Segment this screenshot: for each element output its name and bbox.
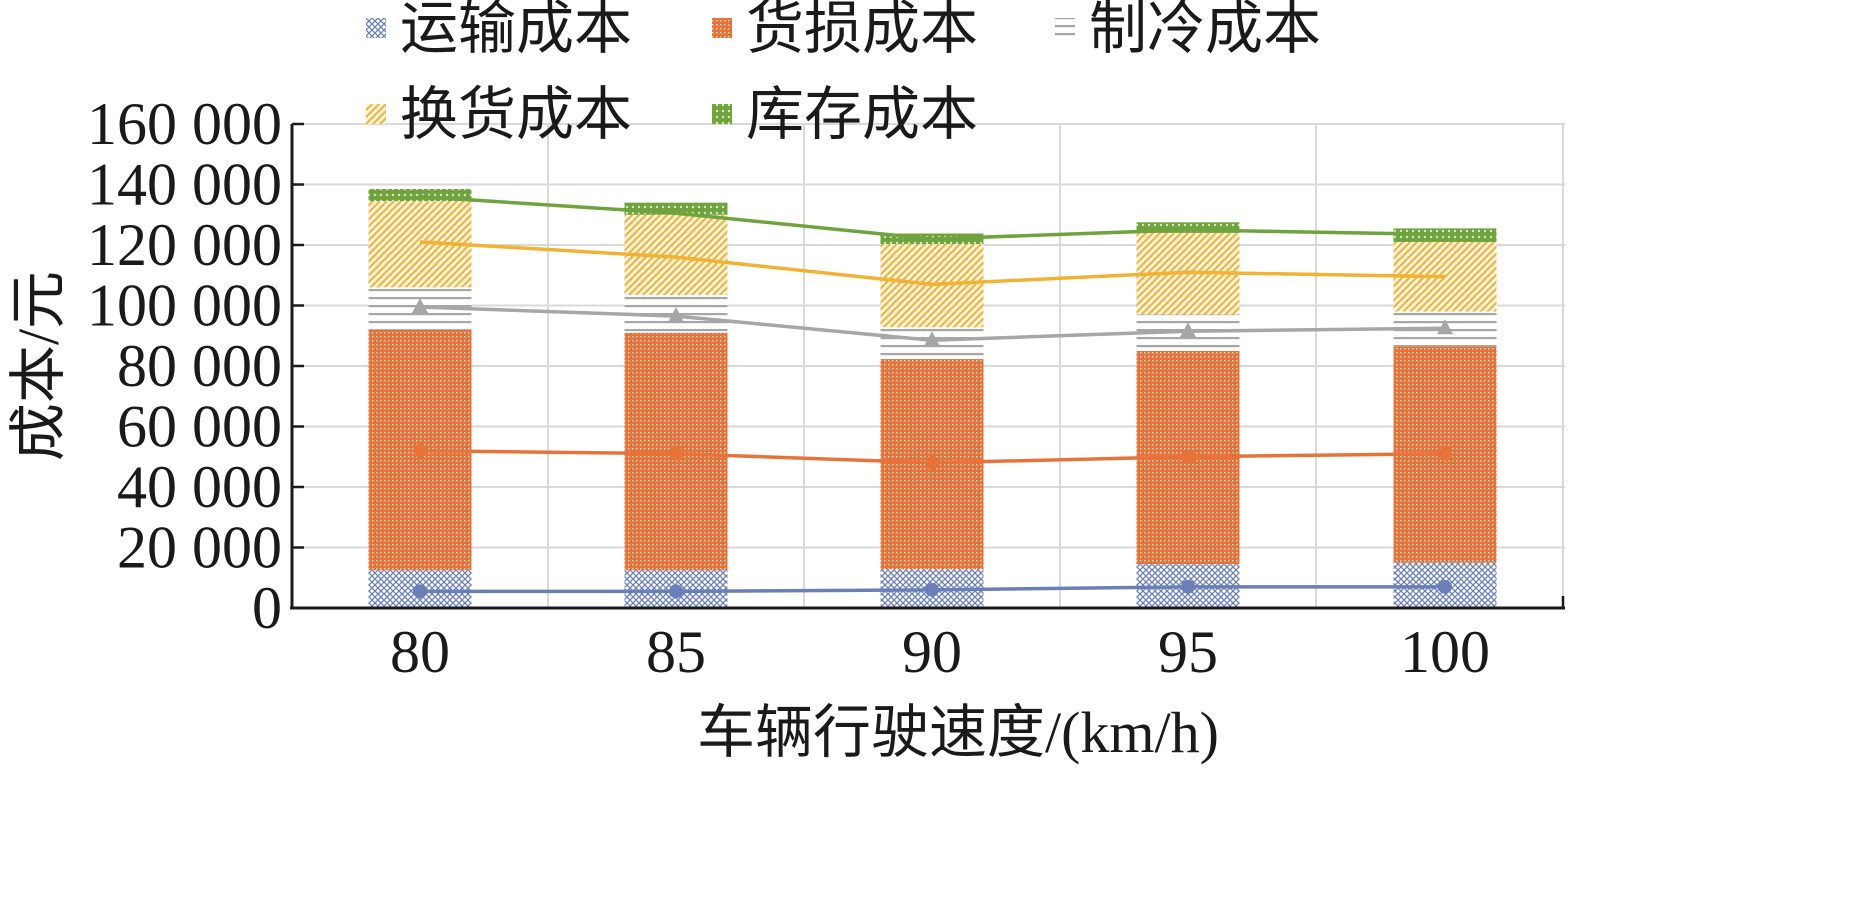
y-axis-title: 成本/元 [6, 271, 71, 461]
line-point [1438, 446, 1452, 461]
y-tick-label: 40 000 [117, 454, 282, 520]
line-point [412, 298, 428, 314]
y-tick-label: 100 000 [87, 273, 282, 339]
y-tick-label: 160 000 [87, 91, 282, 157]
y-tick-label: 60 000 [117, 394, 282, 460]
line-point [925, 582, 939, 597]
line-point [924, 331, 940, 347]
overlay-line [419, 194, 1446, 241]
bar-segment [1136, 222, 1240, 233]
y-tick-label: 0 [252, 575, 282, 641]
legend-item: 库存成本 [712, 82, 978, 147]
legend-swatch [366, 18, 386, 38]
line-point [1181, 579, 1195, 594]
legend-swatch [712, 18, 732, 38]
legend-label: 货损成本 [746, 0, 978, 61]
x-tick-label: 80 [390, 619, 450, 685]
bars [368, 189, 1497, 608]
legend-item: 制冷成本 [1055, 0, 1321, 61]
x-tick-label: 100 [1400, 619, 1490, 685]
legend-label: 制冷成本 [1089, 0, 1321, 61]
x-axis-title: 车辆行驶速度/(km/h) [697, 700, 1219, 765]
line-point [925, 455, 939, 470]
legend-label: 库存成本 [746, 82, 978, 147]
overlay-lines [412, 194, 1453, 599]
y-tick-label: 140 000 [87, 152, 282, 218]
x-tick-label: 95 [1158, 619, 1218, 685]
y-tick-label: 120 000 [87, 212, 282, 278]
line-point [669, 446, 683, 461]
y-tick-label: 80 000 [117, 333, 282, 399]
x-tick-label: 90 [902, 619, 962, 685]
line-point [1180, 322, 1196, 338]
overlay-line [419, 240, 1446, 287]
y-tick-label: 20 000 [117, 515, 282, 581]
line-point [413, 584, 427, 599]
legend-item: 换货成本 [366, 82, 632, 147]
legend-swatch [1055, 18, 1075, 38]
legend-label: 换货成本 [400, 82, 632, 147]
line-point [1181, 449, 1195, 464]
legend-item: 运输成本 [366, 0, 632, 61]
line-point [669, 584, 683, 599]
legend-swatch [366, 104, 386, 124]
x-tick-labels: 80 85 90 95 100 [390, 619, 1490, 685]
bar-segment [1393, 228, 1497, 242]
line-point [1437, 319, 1453, 335]
line-point [413, 443, 427, 458]
legend-swatch [712, 104, 732, 124]
line-point [1438, 579, 1452, 594]
x-tick-label: 85 [646, 619, 706, 685]
legend-label: 运输成本 [400, 0, 632, 61]
legend-item: 货损成本 [712, 0, 978, 61]
line-point [668, 307, 684, 323]
